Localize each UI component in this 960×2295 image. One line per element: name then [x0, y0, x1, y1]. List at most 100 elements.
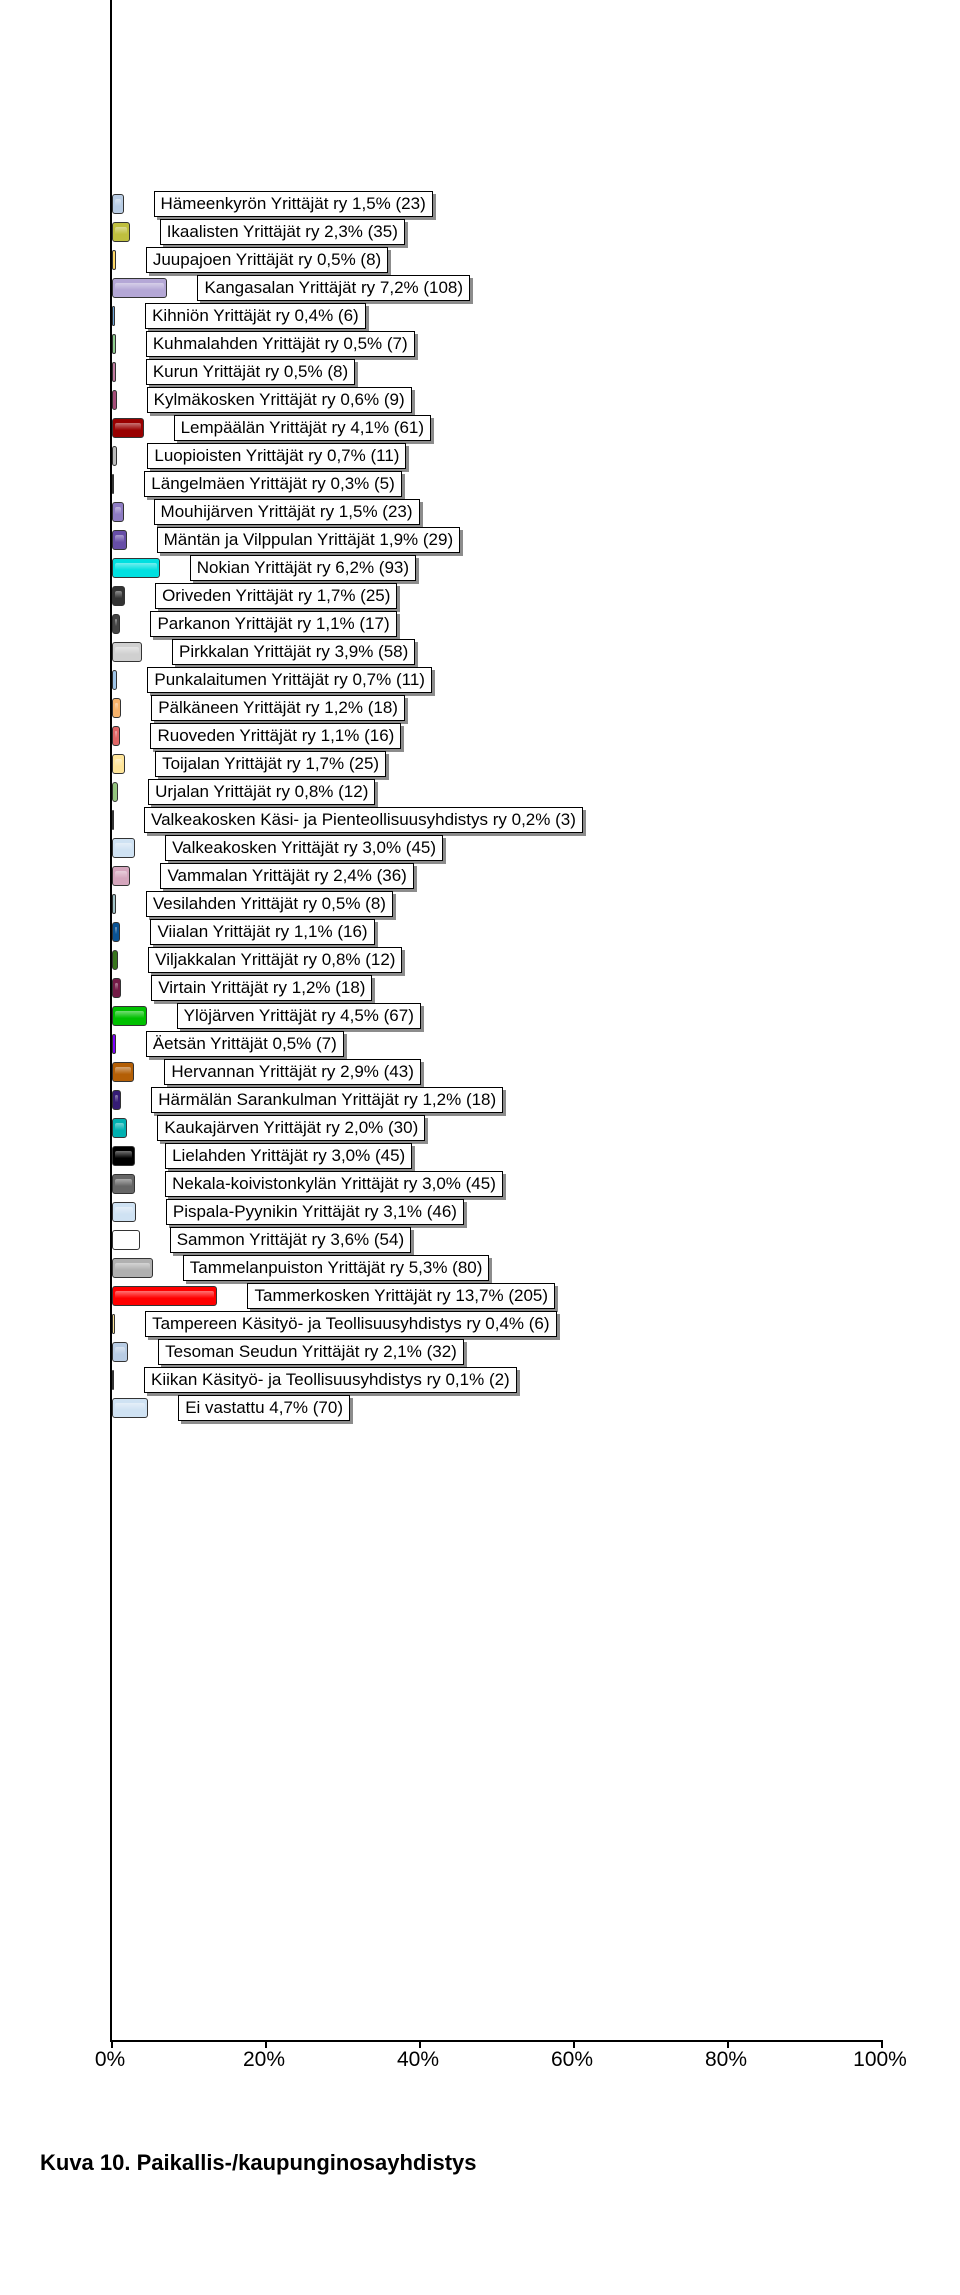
chart-row: Lempäälän Yrittäjät ry 4,1% (61) [112, 414, 882, 442]
xaxis-tick [265, 2040, 267, 2048]
bar [112, 194, 124, 214]
bar-label: Tammelanpuiston Yrittäjät ry 5,3% (80) [183, 1255, 490, 1281]
bar [112, 1090, 121, 1110]
chart-row: Tammerkosken Yrittäjät ry 13,7% (205) [112, 1282, 882, 1310]
chart-row: Mäntän ja Vilppulan Yrittäjät 1,9% (29) [112, 526, 882, 554]
bar [112, 782, 118, 802]
bar [112, 1342, 128, 1362]
chart-row: Kuhmalahden Yrittäjät ry 0,5% (7) [112, 330, 882, 358]
xaxis-label: 60% [551, 2048, 593, 2072]
bar-label: Mäntän ja Vilppulan Yrittäjät 1,9% (29) [157, 527, 461, 553]
bar [112, 614, 120, 634]
bar [112, 1034, 116, 1054]
bar [112, 978, 121, 998]
bar [112, 1118, 127, 1138]
chart-row: Pispala-Pyynikin Yrittäjät ry 3,1% (46) [112, 1198, 882, 1226]
bar-label: Pirkkalan Yrittäjät ry 3,9% (58) [172, 639, 415, 665]
bar [112, 698, 121, 718]
bar [112, 250, 116, 270]
bar [112, 726, 120, 746]
chart-row: Virtain Yrittäjät ry 1,2% (18) [112, 974, 882, 1002]
chart-row: Härmälän Sarankulman Yrittäjät ry 1,2% (… [112, 1086, 882, 1114]
bar [112, 222, 130, 242]
xaxis-tick [419, 2040, 421, 2048]
xaxis-tick [727, 2040, 729, 2048]
xaxis-tick [573, 2040, 575, 2048]
figure-caption: Kuva 10. Paikallis-/kaupunginosayhdistys [40, 2150, 960, 2176]
xaxis-tick [881, 2040, 883, 2048]
chart-row: Tammelanpuiston Yrittäjät ry 5,3% (80) [112, 1254, 882, 1282]
chart-row: Sammon Yrittäjät ry 3,6% (54) [112, 1226, 882, 1254]
bar-label: Pälkäneen Yrittäjät ry 1,2% (18) [151, 695, 405, 721]
bar [112, 1062, 134, 1082]
bar [112, 530, 127, 550]
bar-label: Kaukajärven Yrittäjät ry 2,0% (30) [157, 1115, 425, 1141]
chart-row: Punkalaitumen Yrittäjät ry 0,7% (11) [112, 666, 882, 694]
bar [112, 1146, 135, 1166]
chart-row: Toijalan Yrittäjät ry 1,7% (25) [112, 750, 882, 778]
chart-row: Kihniön Yrittäjät ry 0,4% (6) [112, 302, 882, 330]
chart-row: Ei vastattu 4,7% (70) [112, 1394, 882, 1422]
chart-row: Viljakkalan Yrittäjät ry 0,8% (12) [112, 946, 882, 974]
bar [112, 558, 160, 578]
bar [112, 418, 144, 438]
bar-label: Ruoveden Yrittäjät ry 1,1% (16) [150, 723, 401, 749]
bar [112, 838, 135, 858]
bar [112, 1006, 147, 1026]
bar [112, 586, 125, 606]
bar-label: Nekala-koivistonkylän Yrittäjät ry 3,0% … [165, 1171, 503, 1197]
bar-label: Härmälän Sarankulman Yrittäjät ry 1,2% (… [151, 1087, 503, 1113]
bar-label: Ylöjärven Yrittäjät ry 4,5% (67) [177, 1003, 421, 1029]
chart-row: Nokian Yrittäjät ry 6,2% (93) [112, 554, 882, 582]
chart-row: Urjalan Yrittäjät ry 0,8% (12) [112, 778, 882, 806]
bar-label: Luopioisten Yrittäjät ry 0,7% (11) [147, 443, 406, 469]
bar [112, 894, 116, 914]
chart-row: Kiikan Käsityö- ja Teollisuusyhdistys ry… [112, 1366, 882, 1394]
bar-label: Tammerkosken Yrittäjät ry 13,7% (205) [247, 1283, 555, 1309]
bar [112, 390, 117, 410]
bar [112, 922, 120, 942]
chart-row: Ikaalisten Yrittäjät ry 2,3% (35) [112, 218, 882, 246]
xaxis-label: 80% [705, 2048, 747, 2072]
bar-label: Vesilahden Yrittäjät ry 0,5% (8) [146, 891, 393, 917]
chart-row: Längelmäen Yrittäjät ry 0,3% (5) [112, 470, 882, 498]
xaxis-tick [111, 2040, 113, 2048]
bar [112, 446, 117, 466]
chart-row: Oriveden Yrittäjät ry 1,7% (25) [112, 582, 882, 610]
xaxis-label: 20% [243, 2048, 285, 2072]
bar-label: Parkanon Yrittäjät ry 1,1% (17) [150, 611, 396, 637]
chart-row: Kylmäkosken Yrittäjät ry 0,6% (9) [112, 386, 882, 414]
chart-row: Luopioisten Yrittäjät ry 0,7% (11) [112, 442, 882, 470]
xaxis-label: 100% [853, 2048, 907, 2072]
chart-row: Valkeakosken Yrittäjät ry 3,0% (45) [112, 834, 882, 862]
bar-label: Kurun Yrittäjät ry 0,5% (8) [146, 359, 355, 385]
bar [112, 1202, 136, 1222]
chart-row: Kurun Yrittäjät ry 0,5% (8) [112, 358, 882, 386]
bar-label: Ei vastattu 4,7% (70) [178, 1395, 350, 1421]
bar [112, 1258, 153, 1278]
chart-row: Nekala-koivistonkylän Yrittäjät ry 3,0% … [112, 1170, 882, 1198]
chart-area: Hämeenkyrön Yrittäjät ry 1,5% (23)Ikaali… [20, 0, 940, 2110]
bar-label: Kangasalan Yrittäjät ry 7,2% (108) [197, 275, 470, 301]
chart-row: Pälkäneen Yrittäjät ry 1,2% (18) [112, 694, 882, 722]
bar-label: Toijalan Yrittäjät ry 1,7% (25) [155, 751, 386, 777]
chart-row: Viialan Yrittäjät ry 1,1% (16) [112, 918, 882, 946]
bar-label: Tampereen Käsityö- ja Teollisuusyhdistys… [145, 1311, 556, 1337]
chart-row: Parkanon Yrittäjät ry 1,1% (17) [112, 610, 882, 638]
bar-label: Juupajoen Yrittäjät ry 0,5% (8) [146, 247, 388, 273]
xaxis-label: 40% [397, 2048, 439, 2072]
chart-row: Mouhijärven Yrittäjät ry 1,5% (23) [112, 498, 882, 526]
bar-label: Kiikan Käsityö- ja Teollisuusyhdistys ry… [144, 1367, 517, 1393]
bar [112, 1230, 140, 1250]
bar [112, 1398, 148, 1418]
bar [112, 1314, 115, 1334]
bar [112, 810, 114, 830]
chart-row: Tampereen Käsityö- ja Teollisuusyhdistys… [112, 1310, 882, 1338]
bar-label: Sammon Yrittäjät ry 3,6% (54) [170, 1227, 411, 1253]
chart-row: Hervannan Yrittäjät ry 2,9% (43) [112, 1058, 882, 1086]
bar [112, 866, 130, 886]
bar [112, 306, 115, 326]
chart-row: Kaukajärven Yrittäjät ry 2,0% (30) [112, 1114, 882, 1142]
bar-label: Viialan Yrittäjät ry 1,1% (16) [150, 919, 374, 945]
bar-label: Virtain Yrittäjät ry 1,2% (18) [151, 975, 372, 1001]
